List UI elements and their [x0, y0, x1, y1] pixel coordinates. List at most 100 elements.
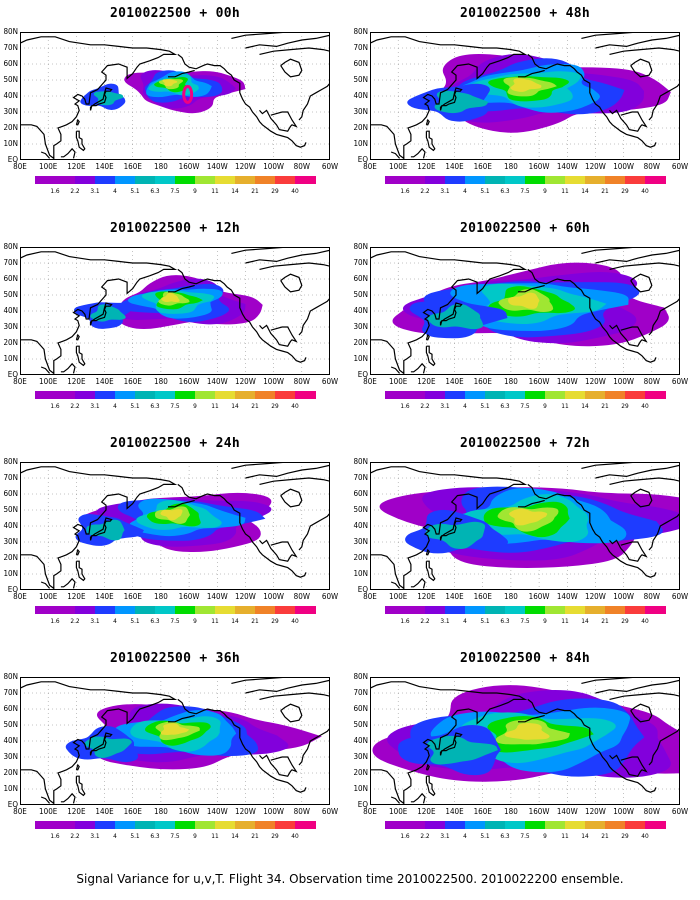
lon-label: 100E [39, 162, 58, 171]
colorbar-swatch [385, 606, 406, 614]
lon-label: 120W [235, 162, 256, 171]
lat-label: 50N [353, 75, 368, 84]
lon-label: 140E [445, 807, 464, 816]
colorbar-swatch [625, 821, 646, 829]
variance-map [370, 247, 680, 375]
lon-label: 120E [67, 807, 86, 816]
lon-label: 140E [95, 162, 114, 171]
colorbar-level-label: 14 [231, 187, 239, 195]
variance-contour-fill [504, 722, 550, 740]
colorbar-swatch [525, 821, 546, 829]
lat-label: 50N [3, 720, 18, 729]
map-svg [370, 462, 680, 590]
colorbar-level-label: 5.1 [480, 402, 490, 410]
coastline [280, 488, 303, 508]
colorbar-level-label: 1.6 [400, 832, 410, 840]
colorbar-level-label: 11 [561, 187, 569, 195]
coastline [259, 324, 298, 347]
coastline [439, 302, 463, 326]
colorbar-level-label: 40 [641, 617, 649, 625]
colorbar-level-label: 11 [211, 832, 219, 840]
colorbar-swatch [605, 821, 626, 829]
coastline [259, 754, 298, 777]
colorbar-level-label: 14 [581, 617, 589, 625]
colorbar-level-label: 2.2 [70, 832, 80, 840]
lat-label: 20N [3, 768, 18, 777]
colorbar-level-label: 5.1 [480, 832, 490, 840]
colorbar-level-label: 7.5 [170, 617, 180, 625]
colorbar-level-label: 29 [621, 402, 629, 410]
coastline [370, 681, 528, 805]
coastline [370, 466, 528, 590]
colorbar-swatch [465, 176, 486, 184]
lon-label: 140E [95, 807, 114, 816]
lon-label: 80E [13, 807, 27, 816]
lon-label: 100E [39, 592, 58, 601]
lat-label: 40N [353, 521, 368, 530]
lon-label: 80W [643, 377, 660, 386]
colorbar-level-label: 14 [231, 402, 239, 410]
colorbar-swatch [115, 821, 136, 829]
coastline [609, 324, 648, 347]
forecast-panel: 2010022500 + 24h 80N 70N 60N 50N 40N 30N 20N 10N… [0, 430, 350, 645]
coastline [390, 581, 401, 589]
lat-label: 80N [3, 27, 18, 36]
colorbar-swatch [405, 821, 426, 829]
coastline [425, 775, 436, 797]
variance-contour-fill [508, 292, 540, 309]
colorbar-swatch [405, 391, 426, 399]
coastline [609, 477, 680, 485]
lon-label: 60W [321, 377, 339, 386]
lat-label: EQ [7, 800, 18, 809]
colorbar-swatch [445, 391, 466, 399]
colorbar-swatch [195, 176, 216, 184]
lon-label: 120W [235, 377, 256, 386]
lat-label: 20N [353, 553, 368, 562]
lon-label: 160W [528, 377, 550, 386]
colorbar-level-label: 9 [543, 402, 547, 410]
coastline [370, 36, 528, 160]
variance-contour-fill [160, 509, 183, 521]
colorbar-swatch [255, 821, 276, 829]
lon-label: 80W [643, 162, 660, 171]
lat-label: 20N [3, 123, 18, 132]
coastline [177, 698, 307, 793]
colorbar-level-label: 2.2 [420, 402, 430, 410]
map-frame [20, 247, 330, 375]
lat-label: EQ [357, 155, 368, 164]
coastline [630, 703, 653, 723]
colorbar: 1.6 2.2 3.1 4 5.1 6.3 7.5 9 11 14 21 29 40 [385, 606, 666, 630]
panel-title: 2010022500 + 24h [109, 436, 241, 451]
coastline [60, 792, 76, 804]
lon-label: 60W [321, 592, 339, 601]
colorbar-swatch [75, 821, 96, 829]
colorbar: 1.6 2.2 3.1 4 5.1 6.3 7.5 9 11 14 21 29 40 [35, 821, 316, 845]
colorbar-swatch [55, 821, 76, 829]
lat-label: 50N [353, 505, 368, 514]
lon-label: 100E [389, 377, 408, 386]
coastline [177, 483, 307, 578]
lat-label: 60N [353, 704, 368, 713]
coastline [60, 577, 76, 589]
colorbar-swatch [95, 176, 116, 184]
colorbar-swatch [565, 176, 586, 184]
colorbar-swatch [585, 391, 606, 399]
variance-contour-fill [93, 91, 124, 106]
coastline [609, 692, 680, 700]
lon-label: 120W [585, 377, 606, 386]
colorbar-swatch [295, 176, 316, 184]
lon-label: 80W [293, 807, 310, 816]
lon-label: 160W [528, 807, 550, 816]
lon-label: 180 [504, 807, 518, 816]
coastline [20, 466, 178, 590]
colorbar-level-label: 4 [463, 187, 467, 195]
forecast-panel: 2010022500 + 60h 80N 70N 60N 50N 40N 30N 20N 10N… [350, 215, 700, 430]
colorbar-level-label: 5.1 [130, 832, 140, 840]
lat-label: 80N [353, 242, 368, 251]
colorbar-swatch [235, 391, 256, 399]
lat-label: 60N [3, 704, 18, 713]
colorbar-swatch [235, 606, 256, 614]
lon-label: 140E [95, 377, 114, 386]
coastline [425, 333, 430, 341]
colorbar-level-label: 4 [463, 617, 467, 625]
